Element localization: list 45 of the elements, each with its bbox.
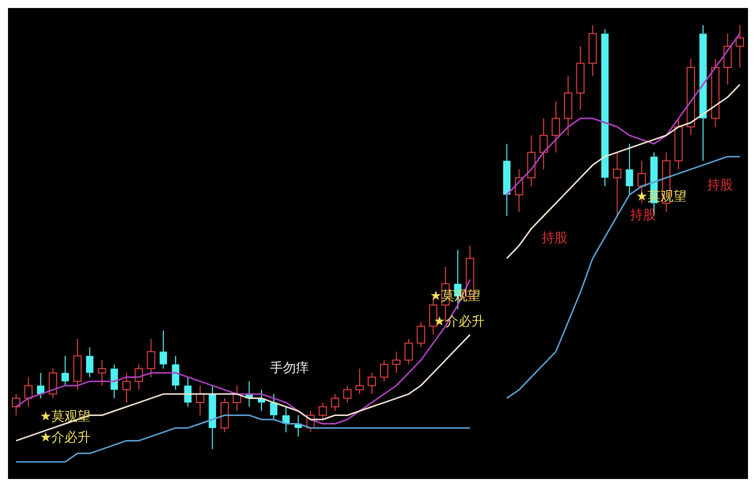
candlestick [527, 134, 536, 187]
candlestick [134, 364, 143, 390]
candlestick [98, 360, 106, 386]
candlestick [355, 368, 364, 395]
annotation: ★介必升 [40, 430, 91, 446]
candlestick [588, 24, 597, 76]
candlestick [380, 360, 388, 382]
candlestick [514, 168, 524, 212]
candlestick [503, 143, 510, 216]
candlestick [12, 394, 20, 416]
candlestick [711, 58, 720, 128]
candlestick [172, 355, 180, 390]
candlestick [73, 338, 82, 390]
candlestick [62, 355, 69, 386]
candlestick [392, 351, 401, 374]
candlestick [184, 376, 192, 408]
candlestick [36, 372, 44, 399]
annotation: 持股 [707, 178, 734, 193]
candlestick [24, 376, 33, 408]
candlestick [686, 58, 695, 136]
annotation: 持股 [630, 208, 656, 224]
candlestick [48, 368, 58, 399]
candlestick [613, 152, 622, 216]
candlestick [564, 75, 572, 136]
candlestick [196, 385, 204, 416]
annotation: 持股 [542, 231, 568, 246]
candlestick [539, 118, 548, 170]
candlestick [699, 24, 707, 162]
candlestick [368, 372, 376, 395]
candlestick [86, 346, 94, 378]
candlestick [122, 372, 131, 404]
candlestick [552, 100, 560, 153]
candlestick [723, 33, 732, 85]
candlestick [208, 385, 216, 450]
annotation: 手勿痒 [270, 360, 310, 376]
candlestick [110, 364, 118, 399]
candlestick [601, 28, 609, 187]
candlestick [232, 385, 242, 412]
candlestick [146, 338, 156, 378]
candlestick [736, 24, 744, 68]
candlestick [160, 330, 168, 370]
candlestick [674, 118, 683, 170]
candlestick [270, 394, 278, 420]
candlestick [626, 143, 634, 196]
candlestick [576, 46, 585, 110]
